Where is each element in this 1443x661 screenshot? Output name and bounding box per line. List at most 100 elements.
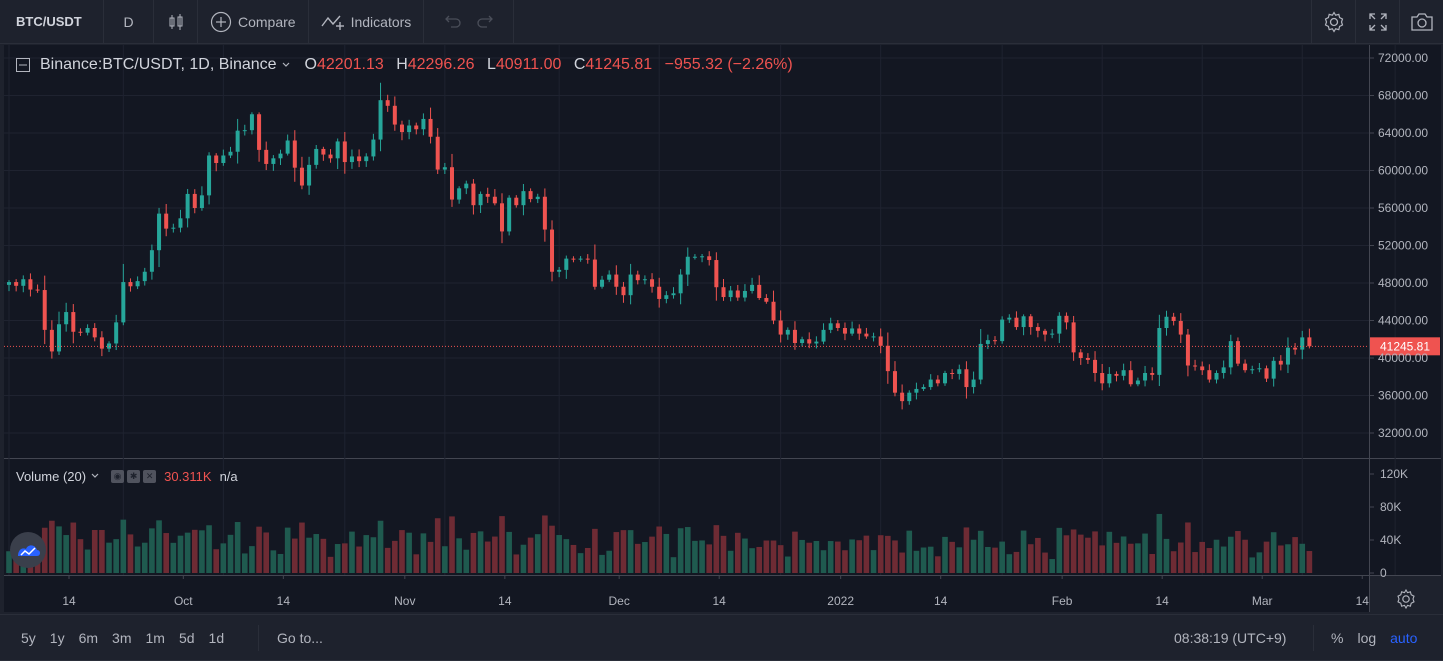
range-button-3m[interactable]: 3m [112, 630, 132, 646]
last-price-badge [1370, 337, 1440, 356]
settings-button[interactable] [1311, 0, 1355, 44]
volume-bar [399, 530, 405, 573]
candle [321, 148, 326, 155]
indicators-icon [321, 15, 344, 30]
clock[interactable]: 08:38:19 (UTC+9) [1174, 630, 1287, 646]
chevron-down-icon[interactable] [90, 472, 100, 480]
price-tick-label: 40000.00 [1378, 351, 1428, 365]
candle [399, 124, 404, 133]
volume-bar [842, 550, 848, 573]
settings-icon[interactable]: ✱ [127, 469, 141, 483]
chevron-down-icon[interactable] [281, 61, 291, 69]
candle [907, 392, 912, 402]
candle [950, 373, 955, 374]
compare-button[interactable]: Compare [198, 0, 309, 44]
volume-bar [70, 522, 77, 573]
volume-bar [299, 522, 305, 573]
percent-scale-button[interactable]: % [1331, 630, 1344, 646]
candle [335, 141, 340, 159]
candle [878, 336, 883, 346]
candle [342, 141, 347, 163]
fullscreen-button[interactable] [1355, 0, 1399, 44]
range-button-5y[interactable]: 5y [21, 630, 36, 646]
range-button-5d[interactable]: 5d [178, 630, 195, 646]
volume-bar [256, 526, 262, 573]
volume-bar [334, 544, 341, 573]
volume-bar [1263, 541, 1270, 573]
axis-settings-icon[interactable] [1394, 587, 1418, 611]
price-tick-label: 68000.00 [1378, 89, 1428, 103]
range-button-1d[interactable]: 1d [208, 630, 225, 646]
candle [471, 183, 476, 206]
volume-bar [799, 539, 805, 573]
volume-bar [963, 527, 970, 573]
volume-bar [556, 535, 562, 573]
candle [314, 148, 319, 165]
collapse-icon[interactable] [16, 58, 30, 72]
undo-icon[interactable] [444, 15, 461, 29]
candle [428, 118, 433, 137]
tradingview-logo-icon[interactable] [10, 532, 46, 568]
price-chart[interactable]: 41245.81 72000.00 68000.00 64000.00 60000.0… [0, 44, 1443, 614]
goto-button[interactable]: Go to... [277, 630, 323, 646]
candle [99, 337, 104, 349]
candle [578, 258, 583, 260]
candle [235, 130, 240, 152]
candle [935, 379, 940, 384]
time-tick-label: 14 [934, 594, 948, 608]
candle [535, 196, 540, 200]
redo-icon[interactable] [477, 15, 493, 29]
auto-scale-button[interactable]: auto [1390, 630, 1418, 646]
volume-title[interactable]: Volume (20) [16, 468, 87, 484]
time-axis[interactable] [4, 575, 1369, 612]
indicators-button[interactable]: Indicators [309, 0, 425, 44]
symbol-search-button[interactable]: BTC/USDT [0, 0, 104, 44]
volume-bar [592, 528, 598, 573]
volume-bar [1156, 513, 1163, 573]
candle [228, 151, 233, 156]
chart-type-button[interactable] [154, 0, 198, 44]
volume-bar [1020, 530, 1027, 573]
eye-icon[interactable]: ◉ [111, 469, 125, 483]
candle [1121, 370, 1126, 376]
volume-bar [1185, 522, 1191, 573]
volume-bar [270, 550, 277, 573]
price-tick-label: 44000.00 [1378, 314, 1428, 328]
interval-button[interactable]: D [104, 0, 154, 44]
close-label: C [573, 56, 586, 73]
volume-bar [720, 535, 727, 573]
volume-bar [1113, 542, 1120, 573]
close-icon[interactable]: ✕ [143, 469, 157, 483]
symbol-title[interactable]: Binance:BTC/USDT, 1D, Binance [40, 56, 277, 73]
volume-bar [384, 547, 391, 573]
volume-bar [1285, 544, 1291, 573]
price-pane[interactable] [4, 45, 1369, 458]
volume-bar [463, 549, 470, 573]
volume-bar [1049, 559, 1055, 573]
range-button-6m[interactable]: 6m [78, 630, 99, 646]
last-price-label: 41245.81 [1380, 339, 1430, 353]
candle [1007, 317, 1012, 320]
snapshot-button[interactable] [1399, 0, 1443, 44]
candle [764, 298, 769, 302]
log-scale-button[interactable]: log [1357, 630, 1377, 646]
candle [1085, 358, 1090, 360]
price-tick-label: 32000.00 [1378, 426, 1428, 440]
candle [307, 164, 312, 186]
range-button-1y[interactable]: 1y [49, 630, 65, 646]
volume-bar [1192, 552, 1198, 573]
candle [928, 379, 933, 388]
volume-bar [1077, 534, 1084, 573]
scale-options: % log auto [1331, 615, 1431, 661]
candle [449, 167, 454, 200]
candle [164, 213, 169, 229]
price-axis[interactable] [1369, 45, 1441, 575]
volume-bar [806, 542, 813, 573]
candle [500, 203, 505, 232]
volume-bar [599, 554, 605, 573]
range-button-1m[interactable]: 1m [145, 630, 165, 646]
candle [49, 329, 54, 352]
volume-bar [234, 522, 241, 573]
candle [1128, 370, 1133, 385]
